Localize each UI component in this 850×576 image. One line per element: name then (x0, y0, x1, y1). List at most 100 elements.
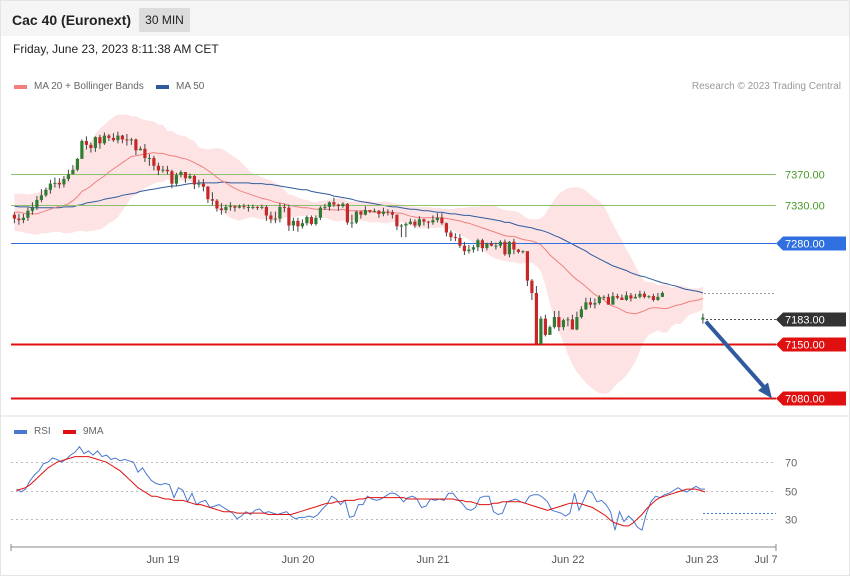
candle-body (228, 206, 232, 208)
candle-body (350, 222, 354, 224)
candle-body (521, 251, 525, 253)
candle-body (476, 240, 480, 248)
x-tick-label-0: Jun 19 (146, 554, 179, 566)
candle-body (152, 158, 156, 166)
candle-body (660, 293, 664, 297)
level-label-3: 7183.00 (776, 312, 846, 327)
candle-body (206, 186, 210, 200)
candle-body (147, 158, 151, 160)
candle-body (404, 223, 408, 226)
candle-body (593, 303, 597, 305)
candle-body (422, 219, 426, 222)
candle-body (336, 204, 340, 207)
candle-body (359, 211, 363, 215)
candle-body (233, 206, 237, 208)
candle-body (80, 140, 84, 159)
candle-body (291, 220, 295, 226)
candle-body (372, 210, 376, 212)
level-label-text-0: 7370.00 (785, 170, 825, 182)
x-tick-label-2: Jun 21 (416, 554, 449, 566)
level-label-bg-2 (776, 236, 846, 251)
candle-body (323, 206, 327, 208)
x-tick-label-1: Jun 20 (281, 554, 314, 566)
ma50-swatch (156, 84, 169, 89)
candle-body (48, 183, 52, 190)
candle-body (489, 243, 493, 246)
timeframe-button[interactable]: 30 MIN (139, 8, 190, 32)
candle-body (125, 139, 129, 141)
legend-9ma-label: 9MA (83, 426, 104, 437)
level-label-4: 7150.00 (776, 337, 846, 352)
candle-body (192, 175, 196, 185)
candle-body (188, 175, 192, 179)
candle-body (579, 309, 583, 318)
candle-body (453, 237, 457, 239)
level-label-bg-4 (776, 337, 846, 352)
candle-body (620, 297, 624, 300)
ma20-line (14, 152, 704, 315)
x-tick-label-5: Jul 7 (754, 554, 777, 566)
candle-body (449, 232, 453, 238)
candle-body (570, 319, 574, 330)
level-label-2: 7280.00 (776, 236, 846, 251)
candle-body (633, 296, 637, 299)
candle-body (440, 217, 444, 224)
legend-rsi: RSI (14, 426, 51, 437)
candle-body (44, 189, 48, 196)
candle-body (264, 206, 268, 216)
candle-body (341, 203, 345, 207)
candle-body (368, 210, 372, 212)
candle-body (300, 223, 304, 227)
candle-body (179, 172, 183, 176)
candle-body (408, 221, 412, 224)
candle-body (426, 221, 430, 223)
candle-body (575, 317, 579, 330)
projection-arrow-shaft (704, 320, 769, 392)
candle-body (534, 293, 538, 345)
candle-body (543, 318, 547, 335)
candle-body (345, 203, 349, 223)
candle-body (21, 217, 25, 221)
candle-body (381, 211, 385, 214)
candle-body (467, 249, 471, 252)
candle-body (417, 219, 421, 226)
candle-body (444, 223, 448, 233)
candle-body (327, 202, 331, 207)
legend-ma50: MA 50 (156, 81, 204, 92)
candle-body (642, 293, 646, 297)
candle-body (512, 241, 516, 250)
candle-body (71, 169, 75, 175)
candle-body (12, 214, 16, 219)
candle-body (134, 139, 138, 151)
candle-body (548, 327, 552, 335)
ma50-line (14, 181, 704, 294)
copyright-text: Research © 2023 Trading Central (691, 81, 841, 92)
candle-body (255, 206, 259, 208)
level-label-text-5: 7080.00 (785, 394, 825, 406)
legend-9ma: 9MA (63, 426, 104, 437)
candle-body (314, 217, 318, 224)
candle-body (242, 206, 246, 208)
candle-body (39, 195, 43, 200)
candle-body (296, 220, 300, 227)
candle-body (413, 221, 417, 226)
candle-body (120, 135, 124, 140)
candle-body (624, 295, 628, 300)
candle-body (161, 169, 165, 171)
legend-rsi-label: RSI (34, 426, 51, 437)
ma9-swatch (63, 429, 76, 434)
candle-body (183, 172, 187, 179)
x-tick-label-4: Jun 23 (685, 554, 718, 566)
candle-body (485, 243, 489, 249)
candle-body (75, 158, 79, 170)
candle-body (611, 296, 615, 305)
rsi-tick-label-70: 70 (785, 458, 797, 470)
candle-body (462, 245, 466, 252)
candle-body (638, 293, 642, 297)
candle-body (318, 207, 322, 218)
legend-ma50-label: MA 50 (176, 81, 205, 92)
candle-body (278, 206, 282, 219)
candle-body (138, 148, 142, 151)
candle-body (237, 206, 241, 208)
candle-body (588, 302, 592, 305)
